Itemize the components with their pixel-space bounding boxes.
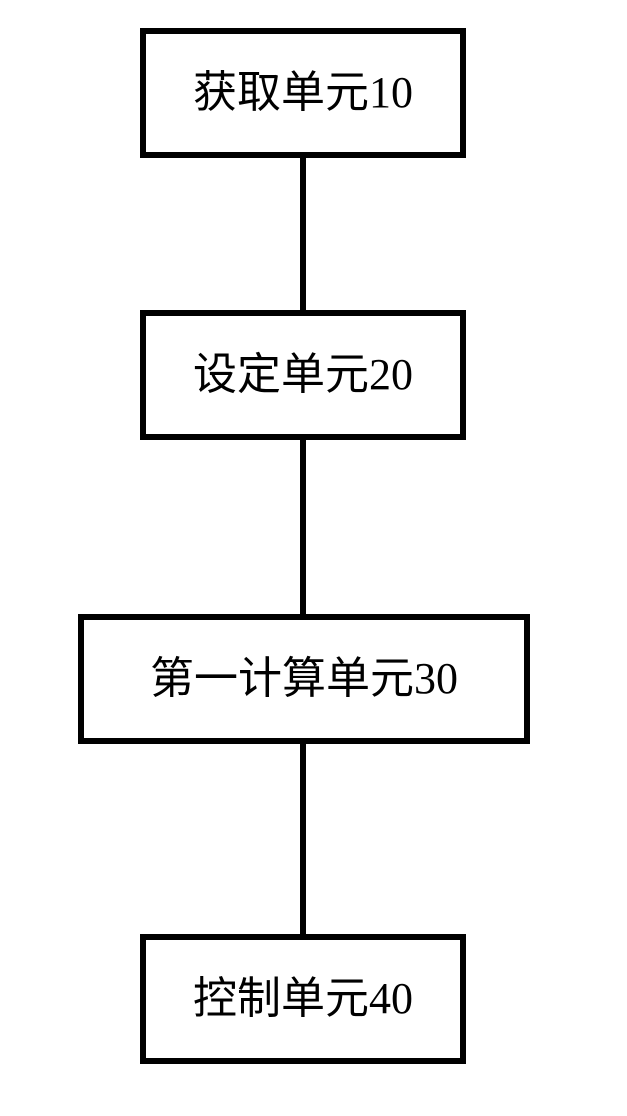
flowchart-node-control: 控制单元40 bbox=[140, 934, 466, 1064]
node-label: 控制单元40 bbox=[193, 973, 413, 1026]
flowchart-node-first-calc: 第一计算单元30 bbox=[78, 614, 530, 744]
flowchart-node-acquisition: 获取单元10 bbox=[140, 28, 466, 158]
connector bbox=[300, 158, 306, 310]
node-label: 设定单元20 bbox=[193, 349, 413, 402]
connector bbox=[300, 744, 306, 934]
flowchart-node-setting: 设定单元20 bbox=[140, 310, 466, 440]
node-label: 获取单元10 bbox=[193, 67, 413, 120]
connector bbox=[300, 440, 306, 614]
node-label: 第一计算单元30 bbox=[150, 653, 458, 706]
